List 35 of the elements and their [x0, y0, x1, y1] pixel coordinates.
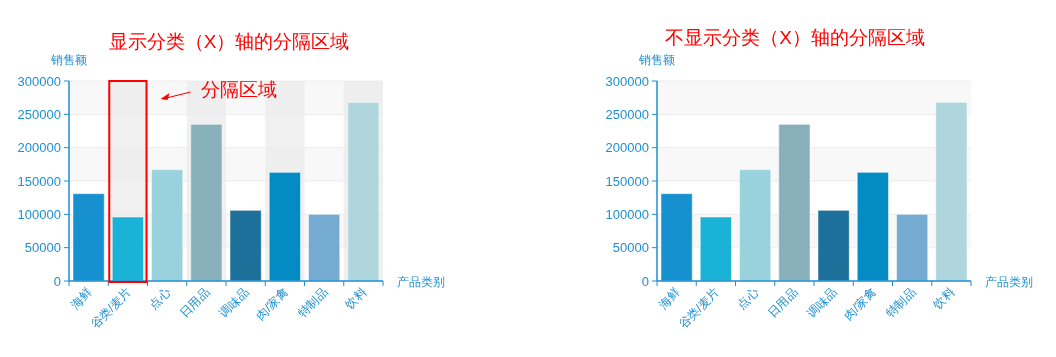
y-tick-label: 200000	[605, 140, 649, 156]
y-tick-label: 50000	[612, 240, 649, 256]
y-tick-label: 100000	[605, 206, 649, 222]
x-axis-title: 产品类别	[985, 275, 1033, 289]
x-tick-label: 调味品	[804, 285, 840, 321]
y-tick-label: 100000	[17, 206, 61, 222]
y-axis-title: 销售额	[50, 53, 87, 67]
x-tick-label: 日用品	[765, 285, 801, 321]
x-tick-label: 肉/家禽	[253, 285, 291, 323]
x-tick-label: 点心	[146, 285, 174, 313]
y-tick-label: 0	[641, 273, 649, 289]
x-tick-label: 饮料	[341, 285, 370, 313]
y-tick-label: 0	[53, 273, 61, 289]
y-tick-label: 300000	[17, 73, 61, 89]
x-tick-label: 点心	[734, 285, 762, 313]
y-axis-title: 销售额	[638, 53, 675, 67]
x-tick-label: 海鲜	[67, 285, 95, 313]
x-tick-label: 海鲜	[655, 285, 683, 313]
y-tick-label: 250000	[605, 106, 649, 122]
y-tick-label: 50000	[24, 240, 61, 256]
y-tick-label: 150000	[605, 173, 649, 189]
x-axis-title: 产品类别	[397, 275, 445, 289]
x-tick-label: 肉/家禽	[841, 285, 879, 323]
chart-title: 不显示分类（X）轴的分隔区域	[665, 27, 925, 48]
x-tick-label: 日用品	[177, 285, 213, 321]
x-tick-label: 特制品	[882, 285, 919, 321]
x-tick-label: 调味品	[216, 285, 252, 321]
x-tick-label: 饮料	[929, 285, 958, 313]
y-tick-label: 150000	[17, 173, 61, 189]
chart-title: 显示分类（X）轴的分隔区域	[108, 31, 350, 52]
x-tick-label: 特制品	[294, 285, 331, 321]
y-tick-label: 250000	[17, 106, 61, 122]
y-tick-label: 200000	[17, 140, 61, 156]
y-tick-label: 300000	[605, 73, 649, 89]
annotation: 分隔区域	[200, 79, 277, 100]
